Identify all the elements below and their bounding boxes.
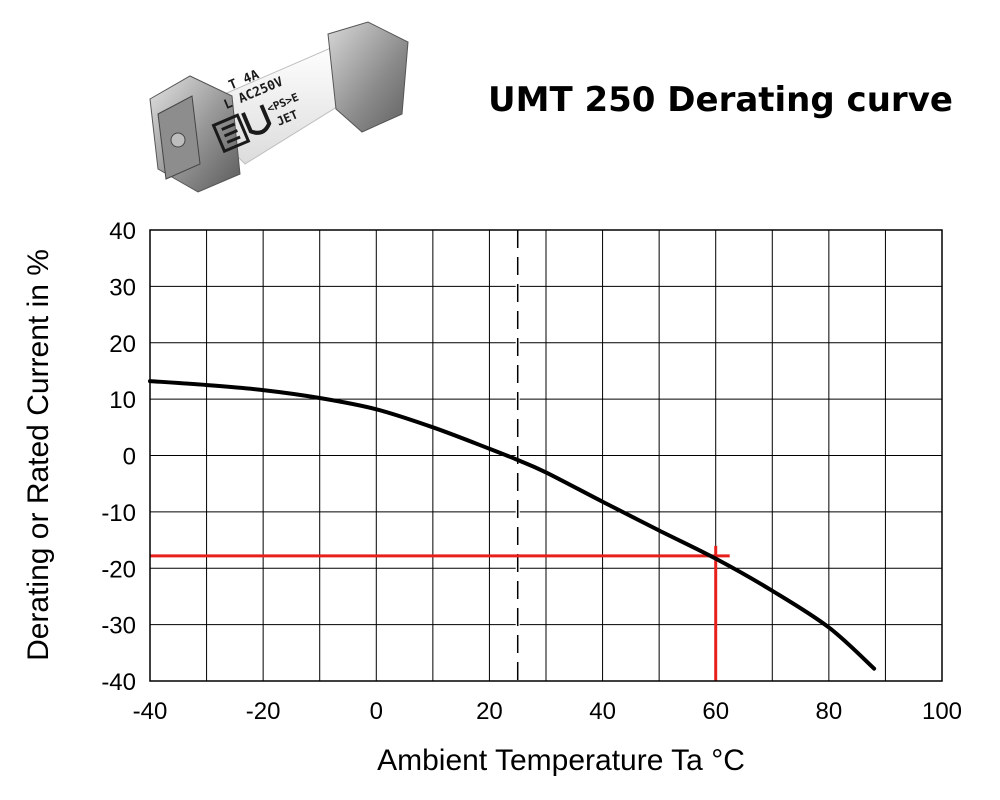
series-layer bbox=[148, 379, 877, 671]
y-tick-label: 10 bbox=[109, 387, 136, 414]
fuse-photo: T 4A L AC250V <PS>E JET bbox=[140, 14, 420, 194]
y-tick-label: 40 bbox=[109, 218, 136, 245]
x-axis-title: Ambient Temperature Ta °C bbox=[377, 744, 745, 777]
plot-frame bbox=[149, 229, 943, 682]
y-tick-label: -40 bbox=[101, 669, 136, 696]
y-tick-label: 30 bbox=[109, 274, 136, 301]
y-tick-label: 0 bbox=[123, 444, 136, 471]
y-axis-title: Derating or Rated Current in % bbox=[22, 249, 55, 661]
x-tick-label: -20 bbox=[246, 698, 281, 725]
x-tick-label: 40 bbox=[589, 698, 616, 725]
x-tick-label: 100 bbox=[922, 698, 962, 725]
x-tick-labels: -40 -20 0 20 40 60 80 100 bbox=[133, 698, 962, 725]
x-tick-label: 80 bbox=[816, 698, 843, 725]
x-tick-label: -40 bbox=[133, 698, 168, 725]
marker-lines-layer bbox=[150, 545, 730, 681]
y-tick-label: 20 bbox=[109, 331, 136, 358]
x-tick-label: 20 bbox=[476, 698, 503, 725]
derating-curve bbox=[148, 379, 877, 671]
x-tick-label: 0 bbox=[370, 698, 383, 725]
y-tick-label: -10 bbox=[101, 500, 136, 527]
grid bbox=[149, 229, 943, 682]
x-tick-label: 60 bbox=[702, 698, 729, 725]
y-tick-labels: 40 30 20 10 0 -10 -20 -30 -40 bbox=[101, 218, 136, 696]
y-tick-label: -20 bbox=[101, 556, 136, 583]
y-tick-label: -30 bbox=[101, 613, 136, 640]
chart-title: UMT 250 Derating curve bbox=[488, 80, 953, 120]
